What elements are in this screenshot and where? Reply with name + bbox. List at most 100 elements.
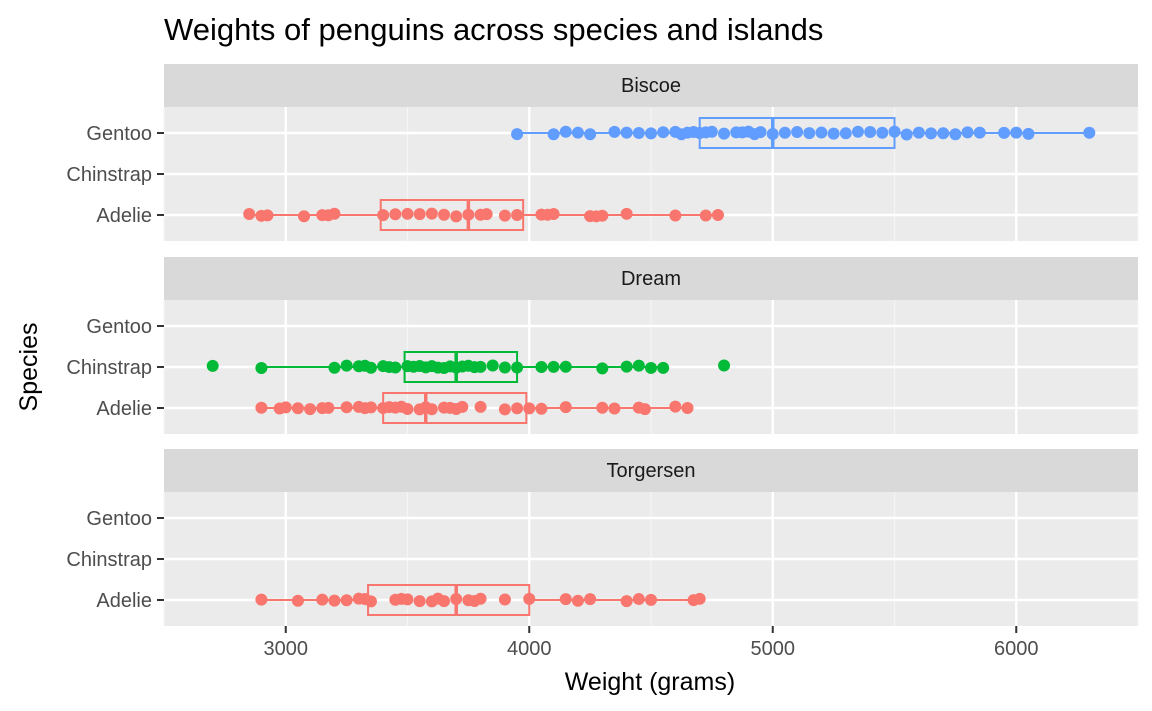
data-point [584,128,597,141]
data-point [401,403,414,416]
data-point [498,361,511,374]
data-point [511,209,524,222]
data-point [340,359,353,372]
data-point [547,128,560,141]
data-point [474,592,487,605]
y-tick-label: Gentoo [86,123,152,145]
data-point [608,125,621,138]
data-point [645,361,657,374]
x-tick-label: 6000 [994,638,1039,660]
data-point [596,209,609,222]
data-point [243,208,256,221]
data-point [547,360,560,373]
data-point [559,401,572,414]
data-point [389,208,402,221]
data-point [462,208,475,221]
x-tick-label: 4000 [507,638,552,660]
data-point [584,593,597,606]
facet-strip [164,64,1138,107]
data-point [998,126,1011,139]
data-point [1022,127,1035,140]
data-point [973,126,986,139]
x-axis-title: Weight (grams) [565,668,735,696]
data-point [474,400,487,413]
data-point [608,402,621,415]
data-point [401,207,414,220]
y-tick-label: Chinstrap [66,357,152,379]
y-tick-label: Gentoo [86,508,152,530]
data-point [498,593,511,606]
data-point [206,359,219,372]
data-point [498,209,511,222]
facet-strip-label: Torgersen [607,460,696,482]
group-adelie [243,199,724,231]
data-point [718,359,731,372]
data-point [632,127,645,140]
data-point [450,210,463,223]
facet-biscoe: Biscoe Gentoo Chinstrap Adelie [66,64,1139,241]
data-point [620,595,633,608]
data-point [571,594,584,607]
y-tick-label: Adelie [96,398,152,420]
group-gentoo [511,117,1096,149]
data-point [791,126,804,139]
data-point [438,208,451,221]
data-point [559,360,572,373]
data-point [645,593,657,606]
x-axis: 3000 4000 5000 6000 [264,626,1039,660]
data-point [596,362,609,375]
data-point [693,592,706,605]
data-point [298,210,311,223]
data-point [255,361,268,374]
data-point [699,209,712,222]
group-chinstrap [206,351,731,383]
data-point [620,126,633,139]
data-point [438,595,451,608]
facet-torgersen: Torgersen Gentoo Chinstrap Adelie [66,449,1139,626]
data-point [669,209,682,222]
facet-strip-label: Dream [621,268,681,290]
y-tick-label: Chinstrap [66,164,152,186]
data-point [316,593,329,606]
data-point [657,361,670,374]
data-point [851,125,864,138]
data-point [803,127,816,140]
data-point [681,401,694,414]
data-point [718,127,731,140]
data-point [839,127,852,140]
x-tick-label: 3000 [264,638,309,660]
data-point [912,126,925,139]
facet-strip [164,257,1138,300]
data-point [486,359,499,372]
data-point [474,360,487,373]
data-point [559,593,572,606]
data-point [456,400,469,413]
facet-strip-label: Biscoe [621,75,681,97]
facet-dream: Dream Gentoo Chinstrap Adelie [66,257,1139,434]
data-point [413,208,426,221]
y-axis-title: Species [15,323,43,412]
data-point [413,595,426,608]
data-point [876,126,889,139]
data-point [638,403,651,416]
data-point [535,361,548,374]
data-point [620,207,633,220]
y-tick-label: Adelie [96,205,152,227]
data-point [620,360,633,373]
data-point [657,126,670,139]
data-point [571,126,584,139]
data-point [304,403,317,416]
data-point [511,128,524,141]
y-tick-label: Adelie [96,590,152,612]
data-point [340,594,353,607]
data-point [401,593,414,606]
facet-strip [164,449,1138,492]
data-point [705,125,718,138]
data-point [425,207,438,220]
data-point [535,402,548,415]
data-point [547,207,560,220]
data-point [322,401,335,414]
y-tick-label: Chinstrap [66,549,152,571]
facet-panels: Biscoe Gentoo Chinstrap Adelie Dream Gentoo Ch… [66,64,1139,626]
